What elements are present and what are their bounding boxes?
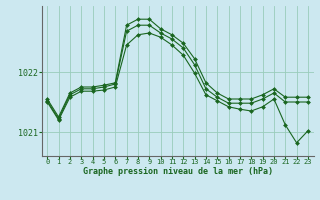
- X-axis label: Graphe pression niveau de la mer (hPa): Graphe pression niveau de la mer (hPa): [83, 167, 273, 176]
